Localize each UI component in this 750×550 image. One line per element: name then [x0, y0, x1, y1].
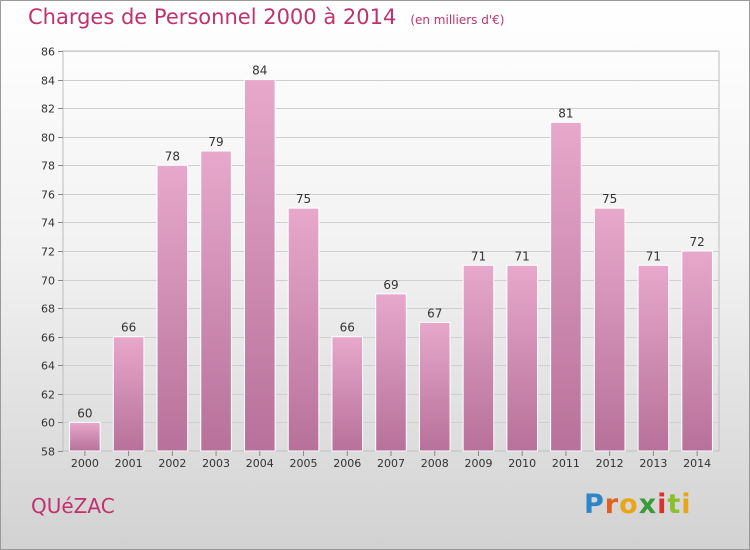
bar-2003 — [200, 150, 232, 452]
y-tick-label: 78 — [41, 160, 55, 173]
bar-2007 — [375, 293, 407, 452]
chart-title: Charges de Personnel 2000 à 2014 (en mill… — [28, 5, 504, 29]
bar-2013 — [637, 264, 670, 452]
proxiti-logo: Proxiti — [584, 489, 692, 520]
x-tick-label: 2009 — [464, 457, 492, 470]
x-axis-ticks: 2000 2001 2002 2003 2004 2005 2006 2007 2008 2009… — [71, 451, 711, 470]
x-tick-label: 2011 — [552, 457, 580, 470]
chart-subtitle: (en milliers d'€) — [410, 13, 505, 27]
data-label: 66 — [121, 321, 136, 335]
x-tick-label: 2005 — [290, 457, 318, 470]
data-label: 75 — [296, 192, 311, 206]
y-tick-label: 68 — [41, 303, 55, 316]
data-labels: 60 66 78 79 84 75 66 69 67 71 71 81 75 71 72 — [77, 64, 705, 421]
x-tick-label: 2010 — [508, 457, 536, 470]
y-tick-label: 58 — [41, 446, 55, 459]
bar-2011 — [550, 121, 582, 452]
y-tick-label: 84 — [41, 75, 55, 88]
data-label: 78 — [165, 149, 180, 163]
bar-2002 — [156, 164, 189, 452]
y-tick-label: 76 — [41, 189, 55, 202]
bar-2014 — [681, 250, 713, 452]
bar-2005 — [287, 207, 320, 452]
x-tick-label: 2014 — [683, 457, 711, 470]
bar-2001 — [112, 336, 145, 452]
y-tick-label: 64 — [41, 360, 55, 373]
y-tick-label: 74 — [41, 217, 55, 230]
data-label: 72 — [689, 235, 704, 249]
bar-2010 — [506, 264, 539, 452]
data-label: 60 — [77, 406, 92, 420]
data-label: 66 — [340, 321, 355, 335]
y-tick-label: 66 — [41, 332, 55, 345]
y-tick-label: 82 — [41, 103, 55, 116]
y-tick-label: 70 — [41, 275, 55, 288]
data-label: 71 — [646, 249, 661, 263]
x-tick-label: 2008 — [421, 457, 449, 470]
x-tick-label: 2007 — [377, 457, 405, 470]
data-label: 67 — [427, 306, 442, 320]
data-label: 84 — [252, 64, 267, 78]
bar-2012 — [593, 207, 626, 452]
y-tick-label: 60 — [41, 417, 55, 430]
bar-2004 — [243, 79, 276, 452]
bar-2000 — [69, 421, 101, 452]
bar-2009 — [462, 264, 495, 452]
y-tick-label: 86 — [41, 46, 55, 59]
bars — [69, 79, 713, 452]
x-tick-label: 2013 — [639, 457, 667, 470]
x-tick-label: 2003 — [202, 457, 230, 470]
y-axis-ticks: 58 60 62 64 66 68 70 72 74 76 78 80 82 84 86 — [41, 46, 63, 459]
data-label: 69 — [383, 278, 398, 292]
x-tick-label: 2000 — [71, 457, 99, 470]
data-label: 71 — [471, 249, 486, 263]
data-label: 79 — [208, 135, 223, 149]
y-tick-label: 72 — [41, 246, 55, 259]
data-label: 71 — [515, 249, 530, 263]
x-tick-label: 2012 — [596, 457, 624, 470]
x-tick-label: 2001 — [115, 457, 143, 470]
x-tick-label: 2002 — [158, 457, 186, 470]
y-tick-label: 62 — [41, 389, 55, 402]
x-tick-label: 2004 — [246, 457, 274, 470]
data-label: 81 — [558, 106, 573, 120]
commune-name: QUéZAC — [31, 494, 115, 518]
data-label: 75 — [602, 192, 617, 206]
chart-title-text: Charges de Personnel 2000 à 2014 — [28, 5, 397, 29]
bar-2006 — [331, 336, 364, 452]
x-tick-label: 2006 — [333, 457, 361, 470]
y-tick-label: 80 — [41, 132, 55, 145]
bar-2008 — [418, 321, 451, 452]
